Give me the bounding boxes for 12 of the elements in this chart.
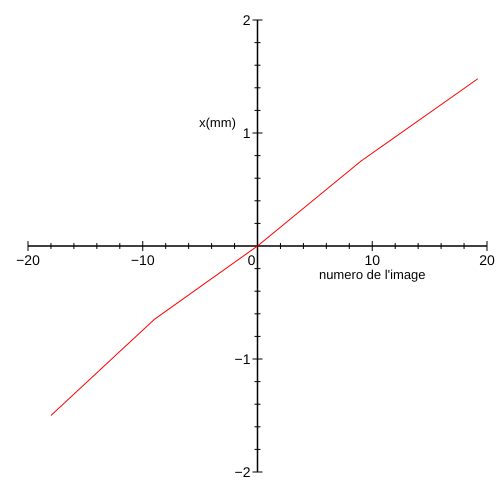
line-series: [50, 78, 478, 416]
y-axis-title: x(mm): [199, 115, 236, 130]
x-tick-label: −20: [16, 252, 40, 268]
x-tick-label: 0: [248, 252, 256, 268]
y-tick-label: 2: [242, 12, 251, 28]
y-tick-label: −1: [234, 351, 251, 367]
y-tick-label: −2: [234, 464, 251, 480]
y-tick-label: 1: [242, 125, 251, 141]
x-tick-label: 20: [479, 252, 495, 268]
x-tick-label: 10: [364, 252, 380, 268]
x-axis-title: numero de l'image: [318, 267, 426, 282]
x-tick-label: −10: [130, 252, 155, 268]
